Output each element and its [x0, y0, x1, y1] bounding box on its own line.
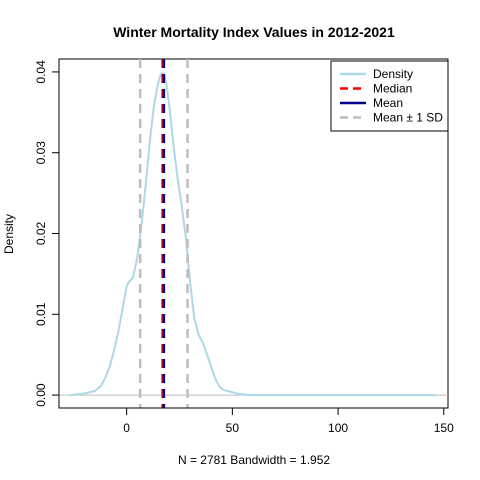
x-axis-label: N = 2781 Bandwidth = 1.952 — [178, 453, 330, 467]
x-tick-label: 0 — [123, 421, 130, 435]
density-curve-layer — [69, 71, 436, 397]
legend-label: Mean ± 1 SD — [373, 111, 443, 125]
legend-label: Density — [373, 67, 413, 81]
y-axis: 0.00 0.01 0.02 0.03 0.04 — [34, 60, 60, 407]
legend-label: Mean — [373, 96, 403, 110]
chart-title: Winter Mortality Index Values in 2012-20… — [113, 24, 395, 40]
x-axis: 0 50 100 150 — [123, 407, 454, 435]
reference-lines-layer — [138, 59, 189, 408]
legend-box — [330, 60, 449, 132]
y-axis-label: Density — [2, 214, 16, 254]
x-tick-label: 100 — [328, 421, 348, 435]
x-tick-label: 150 — [434, 421, 454, 435]
y-tick-label: 0.00 — [34, 383, 48, 407]
y-tick-label: 0.04 — [34, 60, 48, 84]
density-curve — [69, 71, 436, 397]
x-tick-label: 50 — [226, 421, 240, 435]
legend-label: Median — [373, 82, 412, 96]
y-tick-label: 0.03 — [34, 141, 48, 165]
y-tick-label: 0.01 — [34, 302, 48, 326]
y-tick-label: 0.02 — [34, 221, 48, 245]
